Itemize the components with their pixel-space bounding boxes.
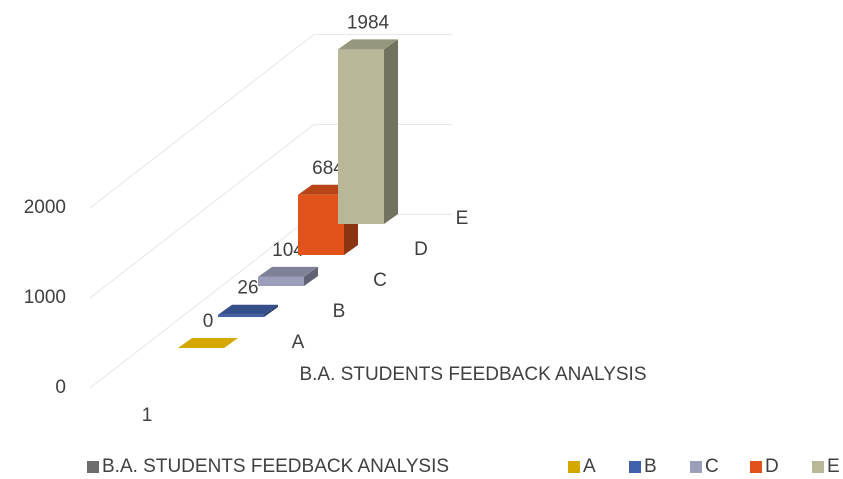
bar-front — [298, 194, 344, 255]
bar-top — [218, 304, 278, 315]
depth-tick-label: B — [333, 301, 346, 322]
data-label: 104 — [272, 240, 304, 261]
x-tick-label: 1 — [142, 405, 153, 426]
legend-label: B.A. STUDENTS FEEDBACK ANALYSIS — [102, 456, 449, 477]
data-label: 684 — [312, 158, 344, 179]
legend-marker — [568, 461, 580, 473]
depth-tick-label: C — [373, 270, 387, 291]
legend-marker — [690, 461, 702, 473]
legend-marker — [812, 461, 824, 473]
grid-line — [89, 214, 315, 389]
legend-label: B — [644, 456, 657, 477]
depth-tick-label: D — [414, 239, 428, 260]
depth-tick-label: A — [292, 332, 305, 353]
bar-top — [178, 338, 238, 348]
depth-tick-label: E — [456, 208, 469, 229]
bar-front — [258, 276, 304, 286]
data-label: 0 — [203, 311, 214, 332]
legend-label: C — [705, 456, 719, 477]
data-label: 1984 — [347, 12, 390, 33]
legend-marker — [750, 461, 762, 473]
bar-front — [338, 49, 384, 224]
bar-side — [264, 304, 278, 317]
y-tick-label: 1000 — [24, 287, 66, 308]
depth-axis-title: B.A. STUDENTS FEEDBACK ANALYSIS — [299, 364, 646, 385]
bar-top — [258, 266, 318, 277]
legend-label: E — [827, 456, 840, 477]
bar-top — [338, 39, 398, 50]
grid-line — [89, 34, 315, 209]
legend-label: A — [583, 456, 596, 477]
bar-side — [304, 266, 318, 286]
legend-label: D — [765, 456, 779, 477]
grid-line — [89, 124, 315, 299]
legend-marker — [87, 461, 99, 473]
legend-marker — [629, 461, 641, 473]
data-label: 26 — [237, 278, 258, 299]
y-tick-label: 2000 — [24, 197, 66, 218]
bar-side — [384, 39, 398, 224]
y-tick-label: 0 — [55, 377, 66, 398]
bar-front — [218, 314, 264, 317]
